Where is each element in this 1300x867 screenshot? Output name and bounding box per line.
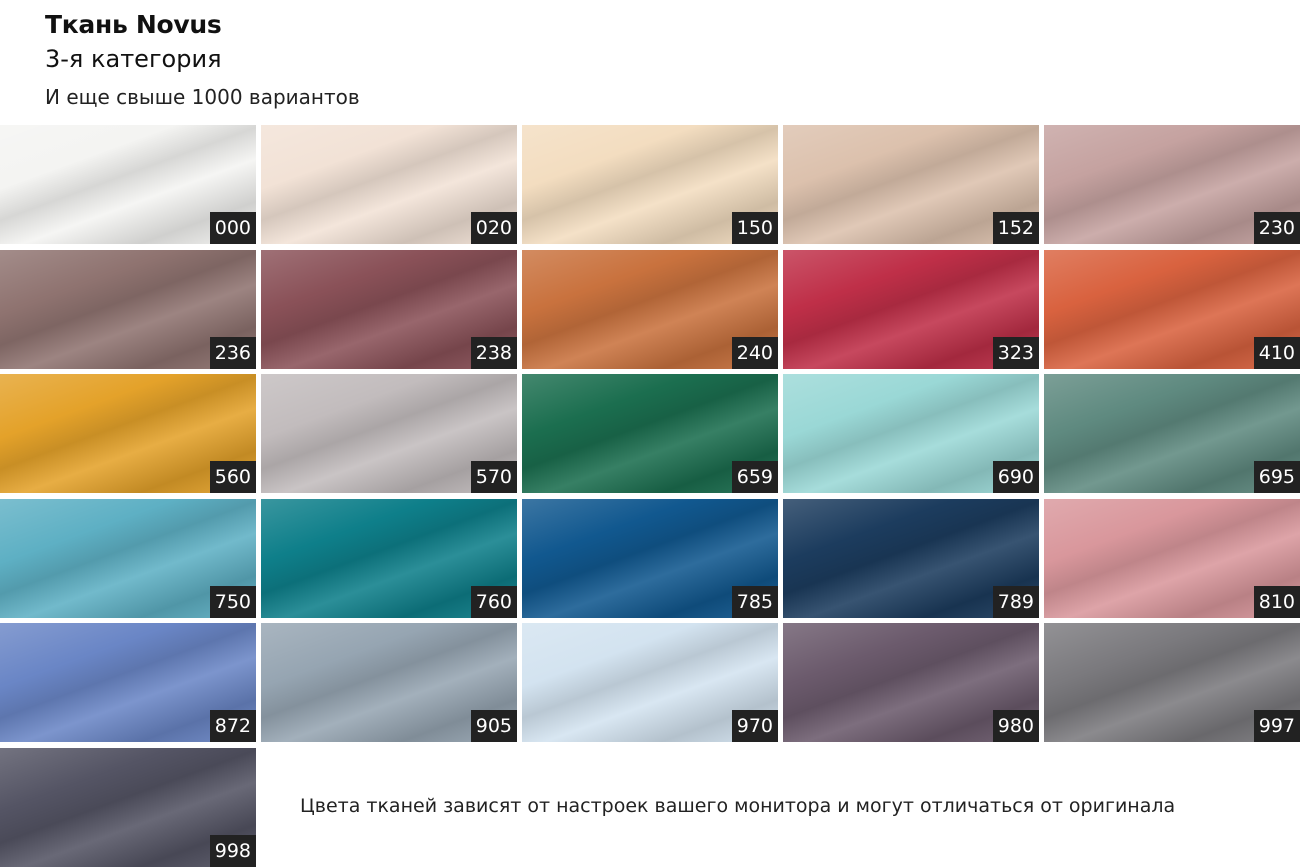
category-label: 3-я категория xyxy=(45,45,222,73)
fabric-swatch[interactable]: 020 xyxy=(261,125,517,244)
fabric-swatch[interactable]: 905 xyxy=(261,623,517,742)
fabric-swatch[interactable]: 997 xyxy=(1044,623,1300,742)
variants-note: И еще свыше 1000 вариантов xyxy=(45,85,360,109)
swatch-code: 238 xyxy=(470,336,517,369)
swatch-code: 789 xyxy=(992,585,1039,618)
fabric-swatch[interactable]: 230 xyxy=(1044,125,1300,244)
swatch-code: 236 xyxy=(209,336,256,369)
swatch-code: 997 xyxy=(1253,710,1300,742)
swatch-code: 690 xyxy=(992,461,1039,493)
swatch-code: 152 xyxy=(992,212,1039,244)
swatch-code: 150 xyxy=(731,212,778,244)
swatch-code: 998 xyxy=(209,834,256,867)
swatch-code: 750 xyxy=(209,585,256,618)
fabric-swatch[interactable]: 695 xyxy=(1044,374,1300,493)
swatch-code: 570 xyxy=(470,461,517,493)
swatch-code: 410 xyxy=(1253,336,1300,369)
swatch-code: 323 xyxy=(992,336,1039,369)
swatch-code: 230 xyxy=(1253,212,1300,244)
fabric-swatch[interactable]: 998 xyxy=(0,747,256,867)
fabric-swatch[interactable]: 570 xyxy=(261,374,517,493)
swatch-code: 872 xyxy=(209,710,256,742)
swatch-code: 695 xyxy=(1253,461,1300,493)
swatch-code: 785 xyxy=(731,585,778,618)
fabric-swatch[interactable]: 323 xyxy=(783,249,1039,369)
swatch-code: 659 xyxy=(731,461,778,493)
swatch-code: 905 xyxy=(470,710,517,742)
fabric-swatch[interactable]: 152 xyxy=(783,125,1039,244)
swatch-code: 240 xyxy=(731,336,778,369)
fabric-swatch[interactable]: 150 xyxy=(522,125,778,244)
swatch-code: 020 xyxy=(470,212,517,244)
fabric-swatch[interactable]: 000 xyxy=(0,125,256,244)
fabric-swatch[interactable]: 970 xyxy=(522,623,778,742)
swatch-code: 970 xyxy=(731,710,778,742)
fabric-swatch[interactable]: 785 xyxy=(522,498,778,618)
fabric-swatch[interactable]: 560 xyxy=(0,374,256,493)
swatch-code: 560 xyxy=(209,461,256,493)
fabric-swatch[interactable]: 789 xyxy=(783,498,1039,618)
swatch-code: 980 xyxy=(992,710,1039,742)
fabric-swatch[interactable]: 240 xyxy=(522,249,778,369)
fabric-swatch[interactable]: 750 xyxy=(0,498,256,618)
swatch-code: 000 xyxy=(209,212,256,244)
fabric-swatch[interactable]: 659 xyxy=(522,374,778,493)
fabric-swatch[interactable]: 760 xyxy=(261,498,517,618)
fabric-swatch[interactable]: 690 xyxy=(783,374,1039,493)
swatch-code: 810 xyxy=(1253,585,1300,618)
fabric-swatch[interactable]: 872 xyxy=(0,623,256,742)
disclaimer: Цвета тканей зависят от настроек вашего … xyxy=(300,795,1176,817)
page-title: Ткань Novus xyxy=(45,10,222,39)
fabric-swatch[interactable]: 236 xyxy=(0,249,256,369)
fabric-swatch[interactable]: 810 xyxy=(1044,498,1300,618)
fabric-swatch[interactable]: 410 xyxy=(1044,249,1300,369)
swatch-code: 760 xyxy=(470,585,517,618)
fabric-swatch[interactable]: 238 xyxy=(261,249,517,369)
fabric-swatch[interactable]: 980 xyxy=(783,623,1039,742)
